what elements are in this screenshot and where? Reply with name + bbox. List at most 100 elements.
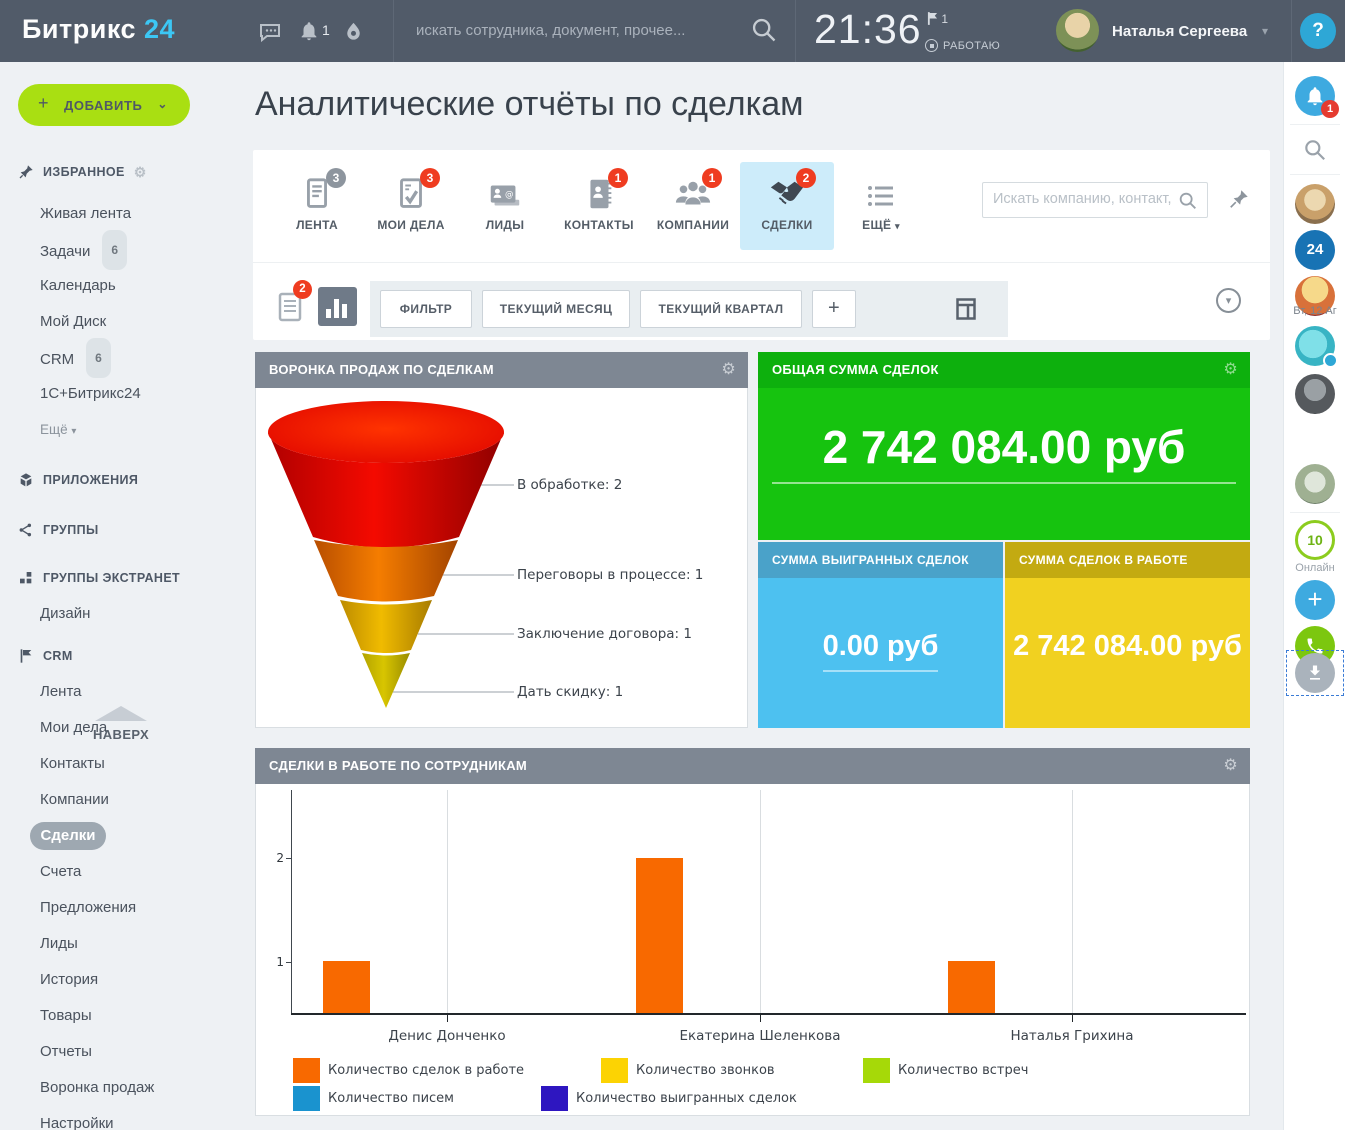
sidebar-item-sales-funnel[interactable]: Воронка продаж — [0, 1070, 240, 1106]
sidebar-item-leads[interactable]: Лиды — [0, 926, 240, 962]
help-button[interactable]: ? — [1300, 13, 1336, 49]
extranet-groups-section-header[interactable]: ГРУППЫ ЭКСТРАНЕТ — [0, 568, 240, 588]
sidebar-item-companies[interactable]: Компании — [0, 782, 240, 818]
crm-section-header[interactable]: CRM — [0, 646, 240, 666]
chevron-down-icon: ⌄ — [157, 97, 168, 111]
rail-notifications-button[interactable]: 1 — [1295, 76, 1335, 116]
board-icon[interactable] — [956, 298, 976, 325]
groups-section-header[interactable]: ГРУППЫ — [0, 520, 240, 540]
flag-counter[interactable]: 1 — [927, 12, 948, 26]
gear-icon[interactable]: ⚙ — [1223, 352, 1238, 388]
rail-contact-avatar[interactable] — [1295, 464, 1335, 504]
gear-icon[interactable]: ⚙ — [721, 352, 736, 388]
rail-download-button[interactable] — [1295, 653, 1335, 693]
chart-view-toggle-selected[interactable] — [318, 287, 357, 326]
back-to-top-button[interactable]: НАВЕРХ — [86, 706, 156, 742]
current-quarter-button[interactable]: ТЕКУЩИЙ КВАРТАЛ — [640, 290, 802, 328]
user-name[interactable]: Наталья Сергеева — [1112, 23, 1247, 40]
feed-icon — [270, 176, 364, 218]
current-month-button[interactable]: ТЕКУЩИЙ МЕСЯЦ — [482, 290, 630, 328]
divider — [393, 0, 394, 62]
legend-swatch — [601, 1058, 628, 1083]
bar-natalia[interactable] — [948, 961, 995, 1013]
add-button[interactable]: + ДОБАВИТЬ ⌄ — [18, 84, 190, 126]
entity-search-input[interactable] — [993, 183, 1173, 215]
apps-section-header[interactable]: ПРИЛОЖЕНИЯ — [0, 470, 240, 490]
total-sum-value[interactable]: 2 742 084.00 руб — [772, 388, 1236, 484]
work-clock[interactable]: 21:36 — [814, 6, 922, 53]
sidebar-item-design[interactable]: Дизайн — [0, 596, 240, 632]
sidebar-item-invoices[interactable]: Счета — [0, 854, 240, 890]
rail-bell-badge: 1 — [1321, 100, 1339, 118]
cloud-icon[interactable] — [342, 20, 366, 44]
tab-more[interactable]: ЕЩЁ ▾ — [834, 162, 928, 250]
tab-badge: 1 — [702, 168, 722, 188]
sidebar-item-1c-bitrix24[interactable]: 1С+Битрикс24 — [0, 376, 240, 412]
sidebar-item-deals-selected[interactable]: Сделки — [30, 822, 106, 850]
tab-my-activities[interactable]: МОИ ДЕЛА 3 — [364, 162, 458, 250]
work-status[interactable]: РАБОТАЮ — [925, 36, 1000, 52]
global-search-input[interactable]: искать сотрудника, документ, прочее... — [416, 22, 685, 39]
messenger-icon[interactable] — [258, 20, 282, 44]
sales-funnel-widget: ВОРОНКА ПРОДАЖ ПО СДЕЛКАМ ⚙ — [255, 352, 748, 728]
flag-icon — [927, 12, 938, 25]
x-axis — [291, 1013, 1246, 1015]
online-count-button[interactable]: 10 — [1295, 520, 1335, 560]
tab-feed[interactable]: ЛЕНТА 3 — [270, 162, 364, 250]
sidebar-item-settings[interactable]: Настройки — [0, 1106, 240, 1130]
apps-icon — [18, 472, 34, 488]
bar-ekaterina[interactable] — [636, 858, 683, 1013]
tab-contacts[interactable]: КОНТАКТЫ 1 — [552, 162, 646, 250]
user-avatar[interactable] — [1056, 9, 1099, 52]
caret-down-icon: ▾ — [71, 426, 76, 437]
rail-bitrix24-badge[interactable]: 24 — [1295, 230, 1335, 270]
plus-icon: + — [38, 93, 49, 114]
rail-search-button[interactable] — [1295, 130, 1335, 170]
collapse-panel-button[interactable]: ▾ — [1216, 288, 1241, 313]
chevron-down-icon[interactable]: ▾ — [1262, 24, 1268, 38]
sidebar-item-reports[interactable]: Отчеты — [0, 1034, 240, 1070]
y-tick-label: 2 — [256, 851, 284, 865]
add-filter-button[interactable]: + — [812, 290, 856, 328]
search-icon[interactable] — [1177, 190, 1199, 217]
rail-contact-avatar[interactable] — [1295, 184, 1335, 224]
sidebar-item-live-feed[interactable]: Живая лента — [0, 196, 240, 232]
rail-add-button[interactable]: + — [1295, 580, 1335, 620]
bar-denis[interactable] — [323, 961, 370, 1013]
sidebar-item-my-disk[interactable]: Мой Диск — [0, 304, 240, 340]
sidebar-item-quotes[interactable]: Предложения — [0, 890, 240, 926]
rail-contact-avatar[interactable] — [1295, 326, 1335, 366]
blocks-icon — [18, 570, 34, 586]
tab-companies[interactable]: КОМПАНИИ 1 — [646, 162, 740, 250]
widget-header: СУММА ВЫИГРАННЫХ СДЕЛОК — [758, 542, 1003, 578]
count-badge: 6 — [86, 338, 111, 378]
favorites-section-header[interactable]: ИЗБРАННОЕ ⚙ — [0, 162, 240, 182]
sidebar-item-crm[interactable]: CRM6 — [0, 340, 240, 376]
sidebar-item-contacts[interactable]: Контакты — [0, 746, 240, 782]
rail-contact-avatar[interactable] — [1295, 420, 1335, 460]
sidebar-item-tasks[interactable]: Задачи6 — [0, 232, 240, 268]
sidebar-item-products[interactable]: Товары — [0, 998, 240, 1034]
divider — [253, 262, 1270, 263]
notifications-bell-icon[interactable] — [298, 20, 322, 44]
search-icon[interactable] — [750, 16, 774, 40]
gear-icon[interactable]: ⚙ — [134, 164, 147, 181]
sidebar-item-more[interactable]: Ещё ▾ — [0, 412, 240, 448]
lead-card-icon: @ — [458, 176, 552, 218]
pin-icon[interactable] — [1228, 188, 1250, 215]
rail-contact-avatar[interactable] — [1295, 374, 1335, 414]
tab-leads[interactable]: @ ЛИДЫ — [458, 162, 552, 250]
sidebar-item-calendar[interactable]: Календарь — [0, 268, 240, 304]
tab-deals-selected[interactable]: СДЕЛКИ 2 — [740, 162, 834, 250]
sidebar-item-history[interactable]: История — [0, 962, 240, 998]
notification-count: 1 — [322, 22, 330, 38]
x-category-label: Денис Донченко — [337, 1028, 557, 1044]
sidebar-item-feed[interactable]: Лента — [0, 674, 240, 710]
download-highlight-box — [1286, 650, 1344, 696]
top-bar: Битрикс 24 1 искать сотрудника, документ… — [0, 0, 1345, 62]
bitrix24-logo[interactable]: Битрикс 24 — [22, 14, 175, 45]
filter-button[interactable]: ФИЛЬТР — [380, 290, 472, 328]
funnel-chart: В обработке: 2 Переговоры в процессе: 1 … — [255, 388, 748, 728]
gear-icon[interactable]: ⚙ — [1223, 748, 1238, 784]
won-sum-value[interactable]: 0.00 руб — [823, 630, 939, 672]
